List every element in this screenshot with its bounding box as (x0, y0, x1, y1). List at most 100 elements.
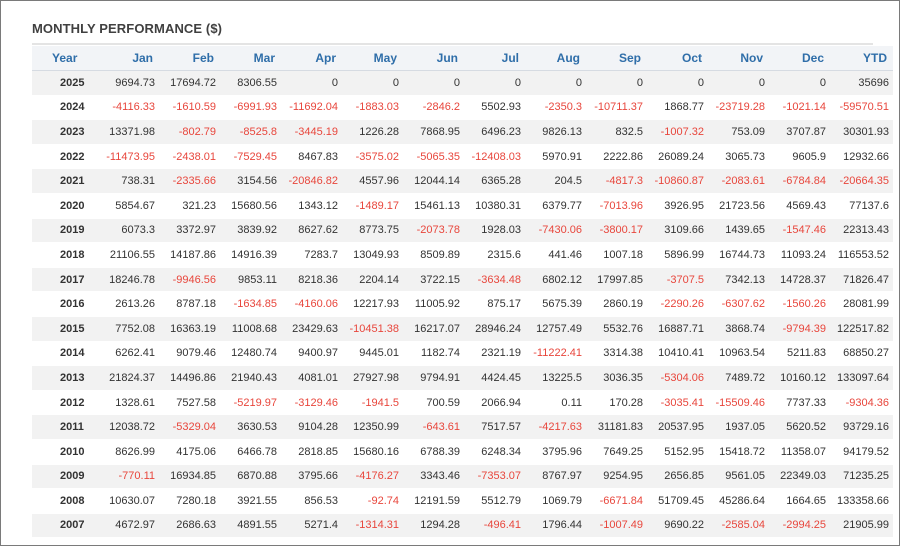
month-cell: 8306.55 (220, 70, 281, 96)
month-cell: 3921.55 (220, 488, 281, 514)
month-cell: -2438.01 (159, 144, 220, 170)
month-cell: 10410.41 (647, 341, 708, 367)
table-row: 2021 738.31 -2335.66 3154.56 -20846.82 4557.9… (32, 168, 893, 194)
month-cell: 0 (525, 70, 586, 96)
year-cell: 2021 (32, 168, 98, 194)
month-cell: 5675.39 (525, 291, 586, 317)
month-cell: -1489.17 (342, 193, 403, 219)
month-cell: 2686.63 (159, 513, 220, 539)
table-row: 2011 12038.72 -5329.04 3630.53 9104.28 12350.… (32, 414, 893, 440)
month-cell: 3065.73 (708, 144, 769, 170)
month-cell: 5271.4 (281, 513, 342, 539)
month-cell: -2290.26 (647, 291, 708, 317)
month-cell: 3795.96 (525, 439, 586, 465)
month-cell: -6307.62 (708, 291, 769, 317)
month-cell: 4424.45 (464, 365, 525, 391)
month-cell: -7353.07 (464, 464, 525, 490)
month-cell: 8773.75 (342, 218, 403, 244)
month-cell: 23429.63 (281, 316, 342, 342)
table-header-row: Year Jan Feb Mar Apr May Jun Jul Aug Sep Oct Nov Dec… (32, 46, 893, 71)
month-cell: 7868.95 (403, 119, 464, 145)
month-cell: 3868.74 (708, 316, 769, 342)
month-cell: -11473.95 (98, 144, 159, 170)
year-cell: 2018 (32, 242, 98, 268)
month-cell: 14187.86 (159, 242, 220, 268)
month-cell: -6784.84 (769, 168, 830, 194)
month-cell: 1796.44 (525, 513, 586, 539)
month-cell: 7649.25 (586, 439, 647, 465)
month-cell: -9794.39 (769, 316, 830, 342)
month-cell: 0 (281, 70, 342, 96)
month-cell: -2846.2 (403, 95, 464, 121)
month-cell: 45286.64 (708, 488, 769, 514)
year-cell: 2017 (32, 267, 98, 293)
month-cell: 1937.05 (708, 414, 769, 440)
table-row: 2010 8626.99 4175.06 6466.78 2818.85 15680.16… (32, 439, 893, 465)
ytd-cell: 71826.47 (830, 267, 893, 293)
month-cell: 0 (708, 70, 769, 96)
table-row: 2014 6262.41 9079.46 12480.74 9400.97 9445.01… (32, 341, 893, 367)
column-header-jan: Jan (98, 46, 159, 71)
month-cell: -23719.28 (708, 95, 769, 121)
month-cell: 10380.31 (464, 193, 525, 219)
month-cell: -3634.48 (464, 267, 525, 293)
month-cell: 9853.11 (220, 267, 281, 293)
month-cell: -1634.85 (220, 291, 281, 317)
month-cell: 10963.54 (708, 341, 769, 367)
column-header-may: May (342, 46, 403, 71)
month-cell: 700.59 (403, 390, 464, 416)
month-cell: 5502.93 (464, 95, 525, 121)
year-cell: 2025 (32, 70, 98, 96)
month-cell: 31181.83 (586, 414, 647, 440)
column-header-mar: Mar (220, 46, 281, 71)
table-row: 2016 2613.26 8787.18 -1634.85 -4160.06 12217.… (32, 291, 893, 317)
month-cell: 7752.08 (98, 316, 159, 342)
month-cell: -20846.82 (281, 168, 342, 194)
table-row: 2018 21106.55 14187.86 14916.39 7283.7 13049.… (32, 242, 893, 268)
month-cell: 204.5 (525, 168, 586, 194)
month-cell: -6991.93 (220, 95, 281, 121)
month-cell: 1007.18 (586, 242, 647, 268)
month-cell: 738.31 (98, 168, 159, 194)
column-header-year: Year (32, 46, 98, 71)
month-cell: 4081.01 (281, 365, 342, 391)
month-cell: 2315.6 (464, 242, 525, 268)
month-cell: -1007.49 (586, 513, 647, 539)
month-cell: 1343.12 (281, 193, 342, 219)
month-cell: 170.28 (586, 390, 647, 416)
month-cell: 1294.28 (403, 513, 464, 539)
month-cell: 12350.99 (342, 414, 403, 440)
month-cell: 17694.72 (159, 70, 220, 96)
table-row: 2015 7752.08 16363.19 11008.68 23429.63 -1045… (32, 316, 893, 342)
month-cell: 13049.93 (342, 242, 403, 268)
month-cell: 8218.36 (281, 267, 342, 293)
month-cell: 9079.46 (159, 341, 220, 367)
month-cell: 5152.95 (647, 439, 708, 465)
ytd-cell: 116553.52 (830, 242, 893, 268)
month-cell: 441.46 (525, 242, 586, 268)
month-cell: 3036.35 (586, 365, 647, 391)
month-cell: 10160.12 (769, 365, 830, 391)
month-cell: 5970.91 (525, 144, 586, 170)
month-cell: -3445.19 (281, 119, 342, 145)
month-cell: 7517.57 (464, 414, 525, 440)
month-cell: 0 (769, 70, 830, 96)
month-cell: 15680.56 (220, 193, 281, 219)
month-cell: 2222.86 (586, 144, 647, 170)
month-cell: 1226.28 (342, 119, 403, 145)
year-cell: 2019 (32, 218, 98, 244)
month-cell: -4116.33 (98, 95, 159, 121)
month-cell: 17997.85 (586, 267, 647, 293)
month-cell: 26089.24 (647, 144, 708, 170)
month-cell: 13371.98 (98, 119, 159, 145)
month-cell: -770.11 (98, 464, 159, 490)
year-cell: 2016 (32, 291, 98, 317)
column-header-nov: Nov (708, 46, 769, 71)
month-cell: 1328.61 (98, 390, 159, 416)
ytd-cell: 94179.52 (830, 439, 893, 465)
month-cell: 16934.85 (159, 464, 220, 490)
month-cell: 20537.95 (647, 414, 708, 440)
month-cell: 12757.49 (525, 316, 586, 342)
month-cell: 3722.15 (403, 267, 464, 293)
